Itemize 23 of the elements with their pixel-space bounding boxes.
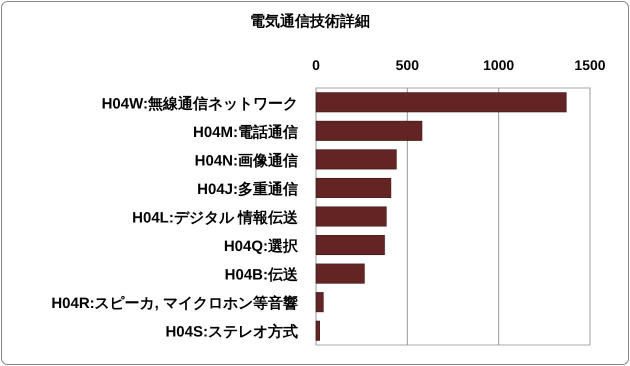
bar [316, 120, 422, 141]
bar [316, 320, 320, 341]
chart-title: 電気通信技術詳細 [250, 13, 370, 30]
bar [316, 235, 385, 256]
y-tick-label: H04J:多重通信 [197, 180, 298, 198]
y-tick-label: H04S:ステレオ方式 [165, 322, 298, 341]
bar [316, 178, 392, 198]
x-tick-label: 1500 [574, 57, 606, 73]
y-tick-label: H04M:電話通信 [192, 124, 298, 141]
bar [316, 206, 387, 227]
y-tick-label: H04N:画像通信 [194, 152, 298, 170]
y-tick-label: H04L:デジタル 情報伝送 [132, 210, 299, 226]
y-tick-label: H04R:スピーカ, マイクロホン等音響 [51, 294, 298, 312]
y-tick-label: H04B:伝送 [224, 266, 299, 284]
bar [316, 92, 567, 112]
x-tick-label: 1000 [483, 57, 514, 73]
y-tick-label: H04Q:選択 [224, 238, 299, 256]
bar [316, 292, 324, 312]
x-tick-label: 500 [396, 57, 420, 73]
y-tick-label: H04W:無線通信ネットワーク [102, 95, 298, 112]
x-tick-label: 0 [312, 57, 320, 73]
bar [316, 264, 365, 284]
bar [316, 149, 397, 170]
